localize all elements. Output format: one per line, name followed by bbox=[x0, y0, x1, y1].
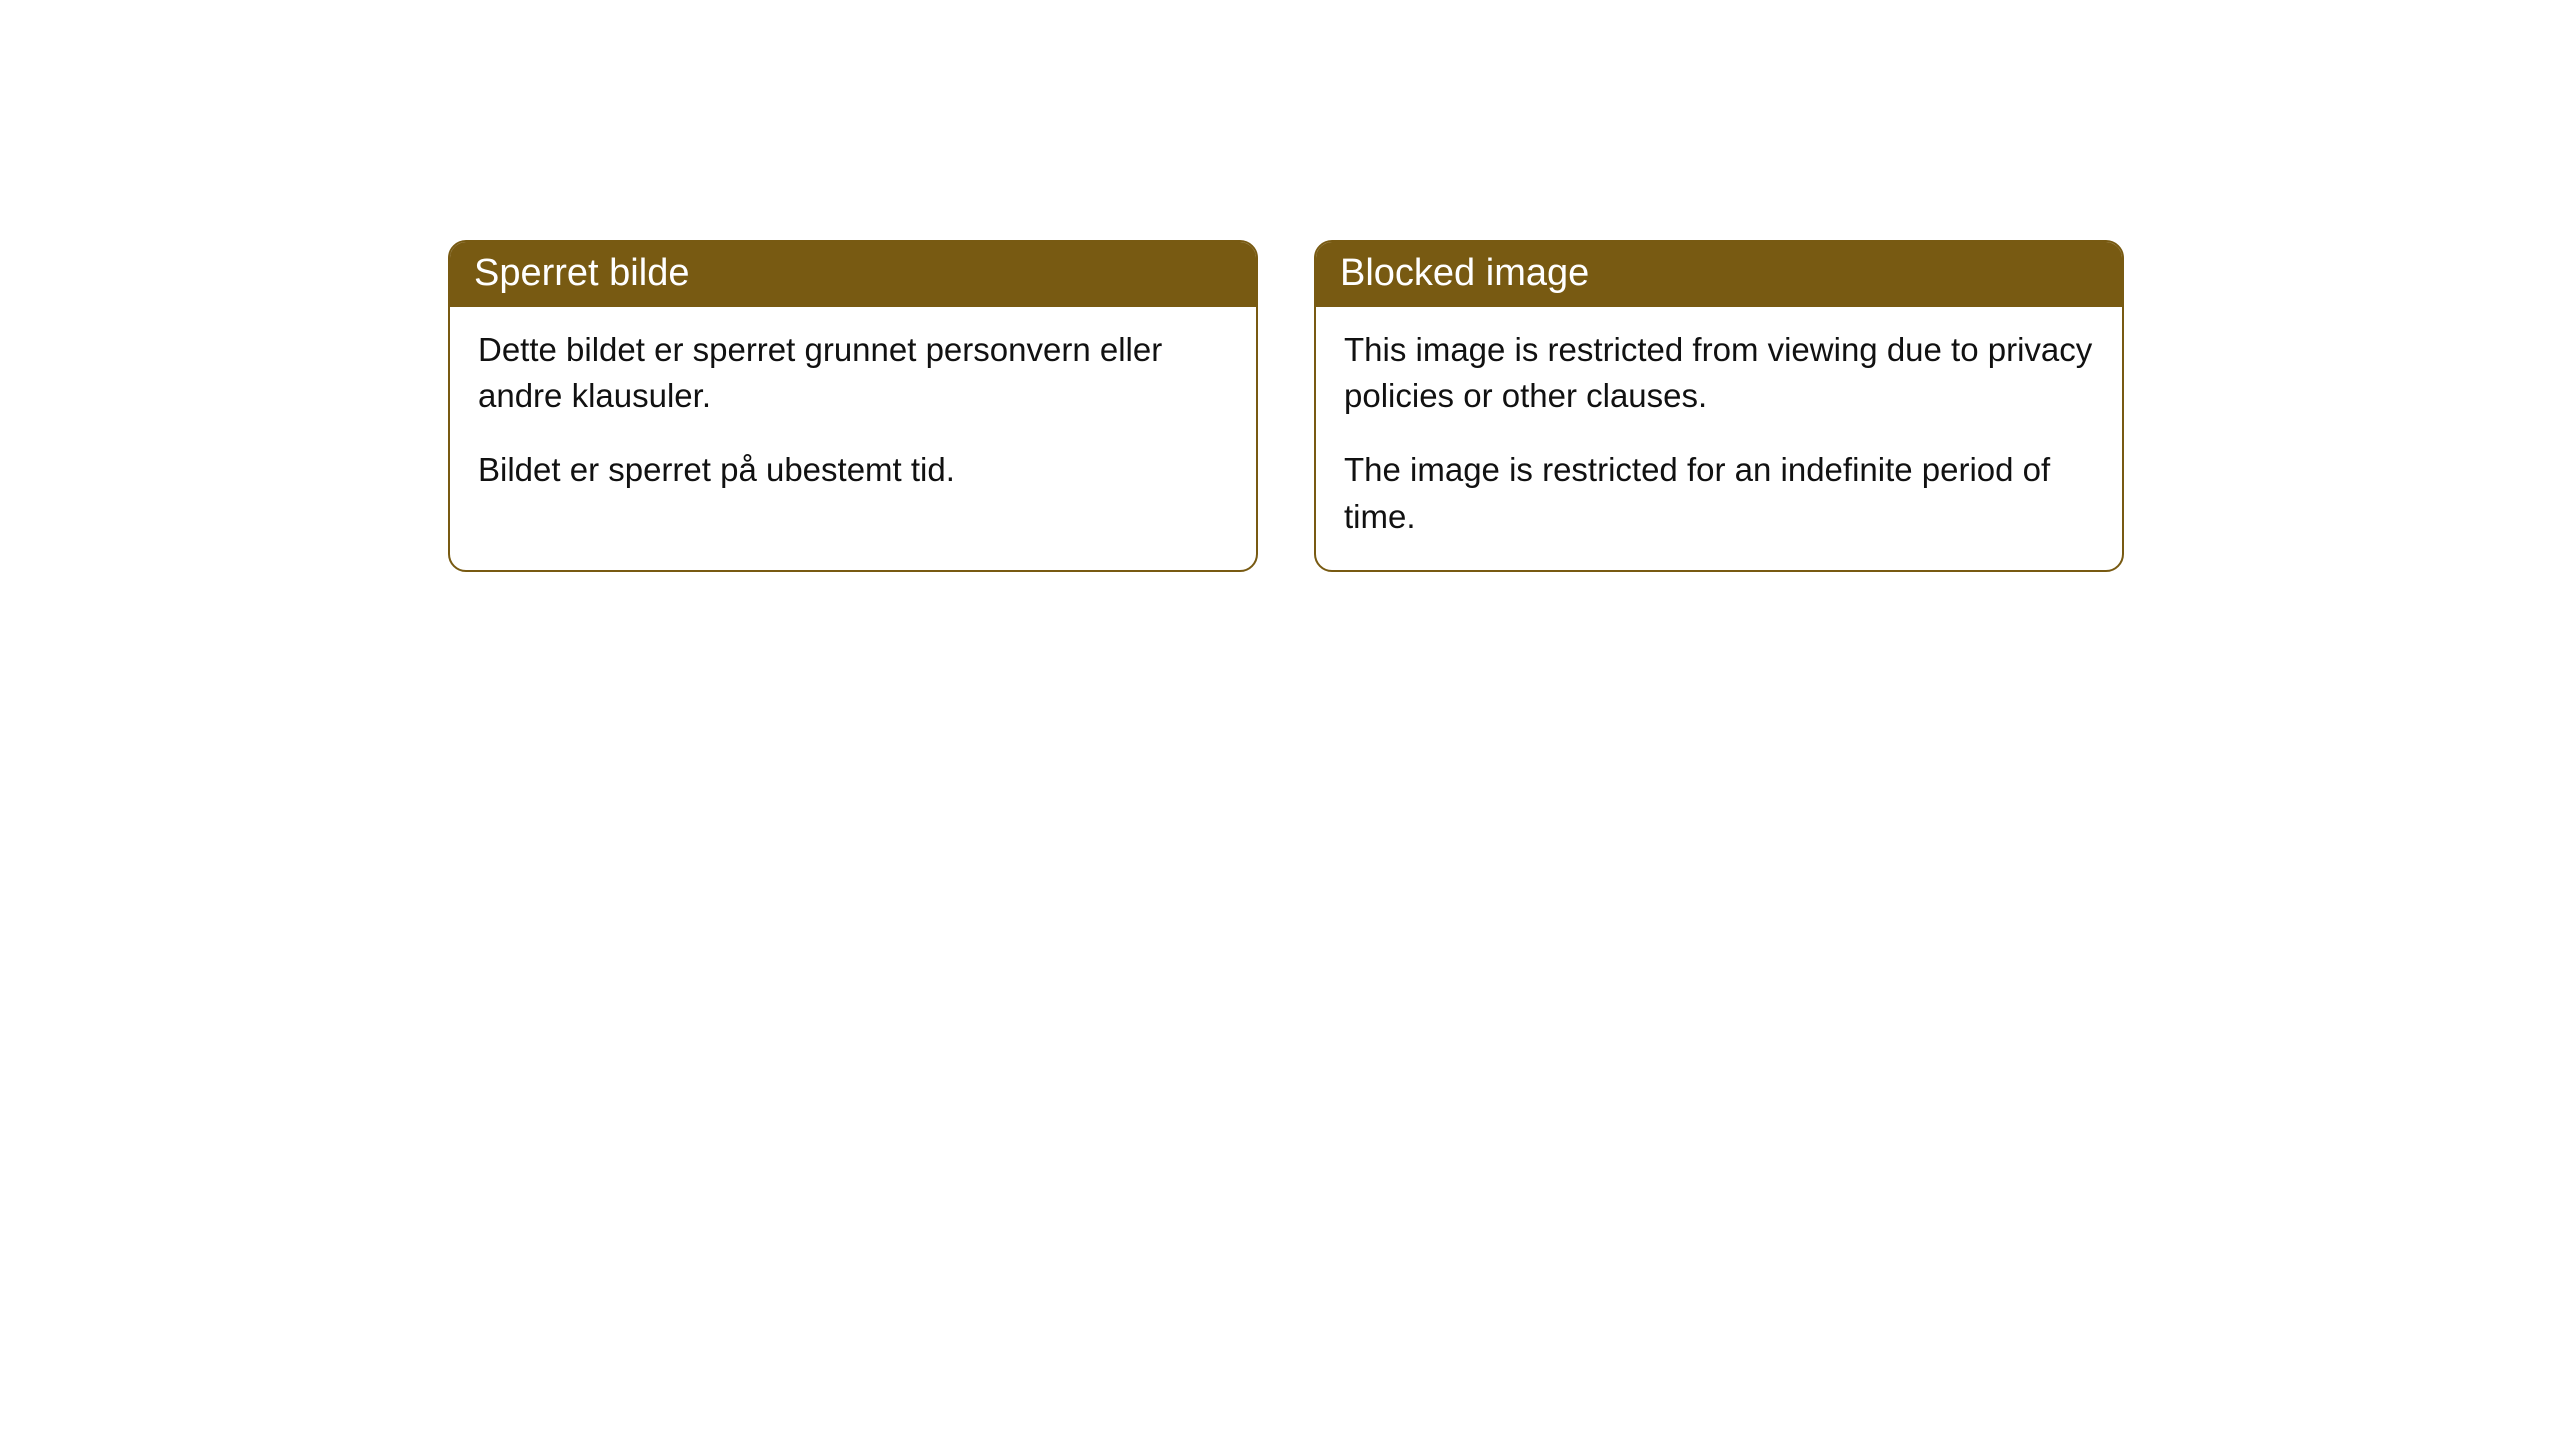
notice-body-norwegian: Dette bildet er sperret grunnet personve… bbox=[450, 307, 1256, 524]
notice-header-english: Blocked image bbox=[1316, 242, 2122, 307]
notice-box-norwegian: Sperret bilde Dette bildet er sperret gr… bbox=[448, 240, 1258, 572]
notice-paragraph-1-norwegian: Dette bildet er sperret grunnet personve… bbox=[478, 327, 1228, 419]
notice-title-english: Blocked image bbox=[1340, 252, 1589, 294]
notice-paragraph-2-english: The image is restricted for an indefinit… bbox=[1344, 447, 2094, 539]
notice-header-norwegian: Sperret bilde bbox=[450, 242, 1256, 307]
notice-title-norwegian: Sperret bilde bbox=[474, 252, 689, 294]
notice-box-english: Blocked image This image is restricted f… bbox=[1314, 240, 2124, 572]
notice-paragraph-2-norwegian: Bildet er sperret på ubestemt tid. bbox=[478, 447, 1228, 493]
notice-paragraph-1-english: This image is restricted from viewing du… bbox=[1344, 327, 2094, 419]
notice-container: Sperret bilde Dette bildet er sperret gr… bbox=[448, 240, 2124, 572]
notice-body-english: This image is restricted from viewing du… bbox=[1316, 307, 2122, 570]
